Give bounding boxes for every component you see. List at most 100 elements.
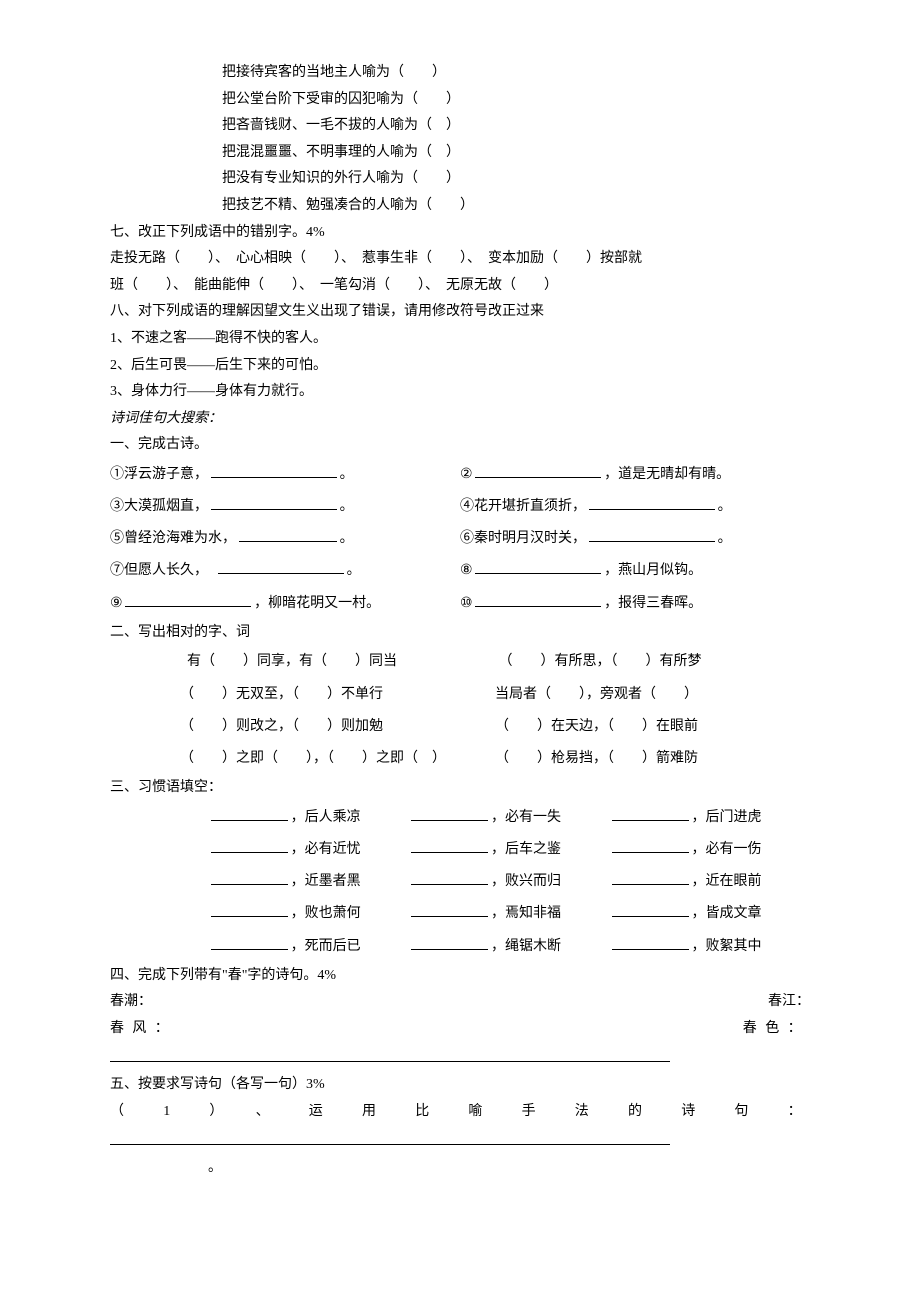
pairs-block: 有（ ）同享，有（ ）同当 （ ）有所思，（ ）有所梦 （ ）无双至，（ ）不单… [110, 646, 810, 775]
idiom-row: ，必有近忧 ，后车之鉴 ，必有一伤 [208, 834, 810, 866]
spring-right: 春江： [768, 989, 810, 1016]
blank [218, 559, 344, 574]
idiom-text: ，焉知非福 [491, 906, 561, 921]
idiom-cell: ，后车之鉴 [408, 834, 608, 866]
section-7: 七、改正下列成语中的错别字。4% 走投无路（ ）、 心心相映（ ）、 惹事生非（… [110, 220, 810, 300]
poem-row: ③大漠孤烟直， 。 ④花开堪折直须折， 。 [110, 491, 810, 523]
idiom-row: ，后人乘凉 ，必有一失 ，后门进虎 [208, 802, 810, 834]
idiom-text: ，绳锯木断 [491, 939, 561, 954]
pair-row: （ ）则改之，（ ）则加勉 （ ）在天边，（ ）在眼前 [110, 711, 810, 743]
poem-text: ⑩ [460, 596, 473, 611]
blank [125, 592, 251, 607]
poem-right: ⑩ ，报得三春晖。 [460, 588, 810, 620]
section-8: 八、对下列成语的理解因望文生义出现了错误，请用修改符号改正过来 1、不速之客——… [110, 299, 810, 405]
section-8-item: 1、不速之客——跑得不快的客人。 [110, 326, 810, 353]
poem-text: 。 [340, 499, 354, 514]
poem-text: ，报得三春晖。 [604, 596, 702, 611]
idiom-text: ，败也萧何 [291, 906, 361, 921]
poem-left: ①浮云游子意， 。 [110, 459, 460, 491]
poem-text: ，燕山月似钩。 [604, 563, 702, 578]
blank-line [110, 1047, 670, 1062]
poem-text: 。 [340, 531, 354, 546]
section-7-line: 走投无路（ ）、 心心相映（ ）、 惹事生非（ ）、 变本加励（ ）按部就 [110, 246, 810, 273]
section-4-title: 四、完成下列带有"春"字的诗句。4% [110, 963, 810, 990]
pair-left: （ ）无双至，（ ）不单行 [110, 679, 495, 711]
poem-row: ⑨，柳暗花明又一村。 ⑩，报得三春晖。 [110, 588, 810, 620]
pair-row: （ ）之即（ ），（ ）之即（ ） （ ）枪易挡，（ ）箭难防 [110, 743, 810, 775]
section-8-item: 2、后生可畏——后生下来的可怕。 [110, 353, 810, 380]
blank [211, 870, 288, 885]
section-2-title: 二、写出相对的字、词 [110, 620, 810, 647]
poem-text: ⑨ [110, 596, 123, 611]
spring-left: 春潮： [110, 989, 152, 1016]
metaphor-line: 把接待宾客的当地主人喻为（ ） [110, 60, 810, 87]
blank [612, 838, 689, 853]
idiom-row: ，败也萧何 ，焉知非福 ，皆成文章 [208, 898, 810, 930]
poem-text: ⑥秦时明月汉时关， [460, 531, 586, 546]
poem-left: ③大漠孤烟直， 。 [110, 491, 460, 523]
metaphor-line: 把技艺不精、勉强凑合的人喻为（ ） [110, 193, 810, 220]
section-5-item: （1）、运用比喻手法的诗句： [110, 1099, 810, 1126]
poem-text: ④花开堪折直须折， [460, 499, 586, 514]
blank [475, 559, 601, 574]
idiom-row: ，近墨者黑 ，败兴而归 ，近在眼前 [208, 866, 810, 898]
idiom-cell: ，必有近忧 [208, 834, 408, 866]
poem-text: ，道是无晴却有晴。 [604, 467, 730, 482]
pair-right: （ ）枪易挡，（ ）箭难防 [495, 743, 810, 775]
pair-right: 当局者（ ），旁观者（ ） [495, 679, 810, 711]
idiom-text: ，后车之鉴 [491, 842, 561, 857]
section-7-line: 班（ ）、 能曲能伸（ ）、 一笔勾消（ ）、 无原无故（ ） [110, 273, 810, 300]
spring-text: 春色： [743, 1021, 810, 1036]
blank [411, 870, 488, 885]
blank [612, 902, 689, 917]
idiom-text: ，后门进虎 [692, 810, 762, 825]
idiom-cell: ，死而后已 [208, 931, 408, 963]
idiom-text: ，近在眼前 [692, 874, 762, 889]
idiom-text: ，必有近忧 [291, 842, 361, 857]
idiom-text: ，近墨者黑 [291, 874, 361, 889]
section-8-item: 3、身体力行——身体有力就行。 [110, 379, 810, 406]
poem-text: 。 [340, 467, 354, 482]
blank [411, 838, 488, 853]
idiom-cell: ，败絮其中 [609, 931, 809, 963]
blank [475, 463, 601, 478]
blank [239, 527, 337, 542]
pair-left: 有（ ）同享，有（ ）同当 [110, 646, 499, 678]
section-7-title: 七、改正下列成语中的错别字。4% [110, 220, 810, 247]
poem-right: ②，道是无晴却有晴。 [460, 459, 810, 491]
sec5-text: （1）、运用比喻手法的诗句： [110, 1104, 810, 1119]
blank [589, 527, 715, 542]
poem-text: ⑦但愿人长久， [110, 563, 201, 578]
blank [211, 902, 288, 917]
blank [411, 935, 488, 950]
section-4-row2: 春风： 春色： [110, 1016, 810, 1043]
idiom-cell: ，近墨者黑 [208, 866, 408, 898]
pair-left: （ ）则改之，（ ）则加勉 [110, 711, 495, 743]
blank [211, 935, 288, 950]
idiom-cell: ，必有一失 [408, 802, 608, 834]
idiom-text: ，败兴而归 [491, 874, 561, 889]
metaphor-block: 把接待宾客的当地主人喻为（ ） 把公堂台阶下受审的囚犯喻为（ ） 把吝啬钱财、一… [110, 60, 810, 220]
poem-left: ⑦但愿人长久， 。 [110, 555, 460, 587]
pair-row: （ ）无双至，（ ）不单行 当局者（ ），旁观者（ ） [110, 679, 810, 711]
idiom-text: ，皆成文章 [692, 906, 762, 921]
poem-text: ③大漠孤烟直， [110, 499, 208, 514]
period-line: 。 [110, 1155, 810, 1182]
blank [612, 935, 689, 950]
blank [612, 870, 689, 885]
idiom-text: ，后人乘凉 [291, 810, 361, 825]
blank [211, 495, 337, 510]
poem-text: ①浮云游子意， [110, 467, 208, 482]
blank-line [110, 1130, 670, 1145]
poem-text: 。 [718, 531, 732, 546]
idiom-text: ，败絮其中 [692, 939, 762, 954]
idiom-cell: ，近在眼前 [609, 866, 809, 898]
section-8-title: 八、对下列成语的理解因望文生义出现了错误，请用修改符号改正过来 [110, 299, 810, 326]
poem-text: 。 [718, 499, 732, 514]
spring-text: 春风： [110, 1021, 177, 1036]
poem-right: ⑧，燕山月似钩。 [460, 555, 810, 587]
blank [411, 806, 488, 821]
poem-block: ①浮云游子意，。 ②，道是无晴却有晴。 ③大漠孤烟直，。 ④花开堪折直须折，。 … [110, 459, 810, 620]
poem-left: ⑤曾经沧海难为水，。 [110, 523, 460, 555]
metaphor-line: 把吝啬钱财、一毛不拔的人喻为（ ） [110, 113, 810, 140]
